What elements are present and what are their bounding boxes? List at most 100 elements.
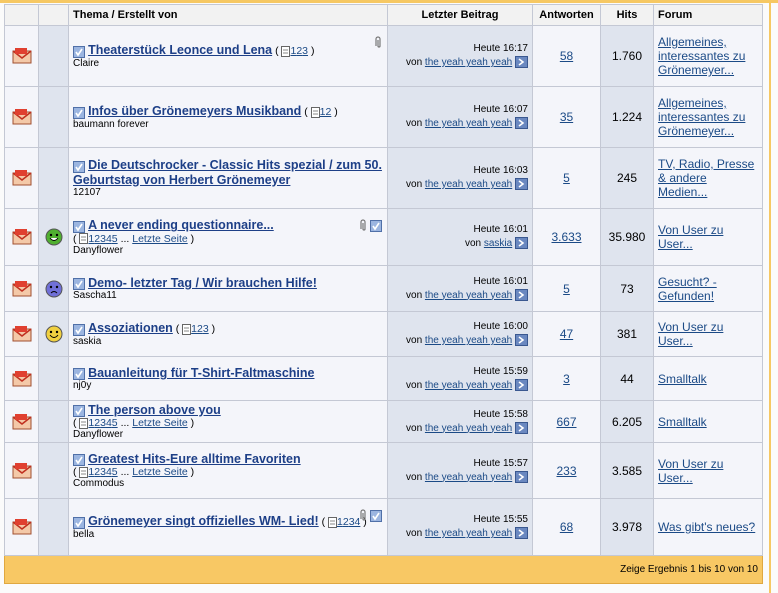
thread-title[interactable]: The person above you [88,402,221,417]
last-post-user[interactable]: the yeah yeah yeah [424,422,513,434]
attachment-icon [360,509,366,521]
pages-icon [328,517,337,529]
thread-title[interactable]: Grönemeyer singt offizielles WM- Lied! [88,514,319,529]
page-link[interactable]: 1 [337,516,343,529]
page-link[interactable]: 2 [342,516,349,529]
page-link[interactable]: 2 [94,417,101,430]
forum-link[interactable]: Was gibt's neues? [658,520,756,534]
last-post-user[interactable]: the yeah yeah yeah [424,335,513,346]
forum-link[interactable]: TV, Radio, Presse & andere Medien... [658,157,755,199]
attachment-icon-part [360,219,366,231]
forum-link[interactable]: Smalltalk [658,414,707,429]
page-link[interactable]: 3 [100,417,106,430]
replies[interactable]: 5 [563,171,570,185]
page-link[interactable]: 4 [354,516,361,529]
page-link[interactable]: 3 [302,45,309,58]
page-link[interactable]: 2 [197,323,203,336]
mood-cell [38,356,69,401]
replies-cell: 233 [532,442,601,499]
forum-link[interactable]: Smalltalk [658,371,707,386]
by-label: von [406,57,423,68]
topic-cell: Bauanleitung für T-Shirt-Faltmaschine nj0… [68,356,388,401]
mood-icon-part [55,233,58,237]
forum-link[interactable]: Gesucht? - Gefunden! [658,274,717,303]
replies[interactable]: 667 [556,414,577,429]
page-link[interactable]: 5 [111,232,118,245]
replies[interactable]: 3 [563,371,570,386]
forum-link[interactable]: Von User zu User... [658,320,724,348]
page-link[interactable]: 3 [348,516,355,529]
forum-cell: Von User zu User... [653,311,763,357]
forum-link[interactable]: Von User zu User... [658,456,724,485]
last-post-user[interactable]: saskia [483,238,513,249]
page-link[interactable]: 1 [191,323,197,336]
page-link[interactable]: 1 [319,106,326,119]
by-label: von [406,471,423,483]
hits: 44 [600,356,654,401]
page-link[interactable]: 1 [88,232,95,245]
page-link[interactable]: 3 [202,323,209,336]
forum-link[interactable]: Allgemeines, interessantes zu Grönemeyer… [658,96,746,138]
replies-cell: 5 [532,265,601,312]
replies[interactable]: 68 [559,520,574,534]
page-link[interactable]: 4 [105,232,112,245]
thread-title[interactable]: Theaterstück Leonce und Lena [88,43,273,58]
status-cell [4,400,39,443]
thread-title[interactable]: Demo- letzter Tag / Wir brauchen Hilfe! [88,275,317,290]
page-link[interactable]: 1 [290,45,297,58]
paren: ) [334,106,338,119]
last-post-user[interactable]: the yeah yeah yeah [424,379,513,391]
page-link[interactable]: 2 [94,232,101,245]
last-post-user[interactable]: the yeah yeah yeah [424,289,513,301]
last-page-link[interactable]: Letzte Seite [132,466,188,479]
last-post-user[interactable]: the yeah yeah yeah [424,528,513,539]
last-post-user[interactable]: the yeah yeah yeah [424,57,513,68]
last-post-by: von the yeah yeah yeah [392,334,528,348]
page-link[interactable]: 3 [100,232,106,245]
thread-title[interactable]: A never ending questionnaire... [88,218,274,233]
page-link[interactable]: 5 [111,417,118,430]
page-link[interactable]: 1 [88,417,95,430]
check-icon [73,45,85,58]
check-icon-part [75,519,83,527]
last-post-user[interactable]: the yeah yeah yeah [424,118,513,129]
thread-icon-part [14,48,27,54]
forum-link[interactable]: Allgemeines, interessantes zu Grönemeyer… [658,35,746,77]
check-icon [73,405,85,418]
thread-author: Commodus [73,478,125,490]
check-icon [73,220,85,233]
replies-cell: 35 [532,86,601,148]
goto-icon-part [518,119,525,127]
page-link[interactable]: 1 [88,466,95,479]
thread-icon-part [14,413,27,420]
replies[interactable]: 5 [563,281,570,296]
header-cell: Thema / Erstellt von [68,4,388,26]
replies[interactable]: 47 [559,327,574,341]
page-link[interactable]: 4 [105,466,112,479]
page-link[interactable]: 2 [296,45,303,58]
last-post-time: Heute 15:57 [473,457,529,469]
last-post-user[interactable]: the yeah yeah yeah [424,471,513,483]
pages-icon [310,107,320,119]
last-page-link[interactable]: Letzte Seite [132,417,188,430]
page-link[interactable]: 5 [111,466,118,479]
last-post-user[interactable]: the yeah yeah yeah [424,179,513,190]
page-link[interactable]: 4 [105,417,112,430]
replies[interactable]: 233 [556,463,577,478]
thread-title[interactable]: Die Deutschrocker - Classic Hits spezial… [73,158,382,187]
page-link[interactable]: 2 [94,466,101,479]
goto-icon-part [515,237,528,250]
forum-link[interactable]: Von User zu User... [658,223,724,251]
replies[interactable]: 35 [559,110,574,124]
last-page-link[interactable]: Letzte Seite [132,232,188,245]
replies[interactable]: 3.633 [551,230,582,244]
thread-title[interactable]: Assoziationen [88,321,173,336]
thread-title[interactable]: Bauanleitung für T-Shirt-Faltmaschine [88,365,315,380]
page-link[interactable]: 3 [100,466,106,479]
by-label: von [464,238,482,249]
page-link[interactable]: 2 [325,106,332,119]
replies[interactable]: 58 [559,49,574,63]
thread-title[interactable]: Infos über Grönemeyers Musikband [88,104,302,119]
thread-title[interactable]: Greatest Hits-Eure alltime Favoriten [88,451,301,466]
top-bar [0,0,778,3]
